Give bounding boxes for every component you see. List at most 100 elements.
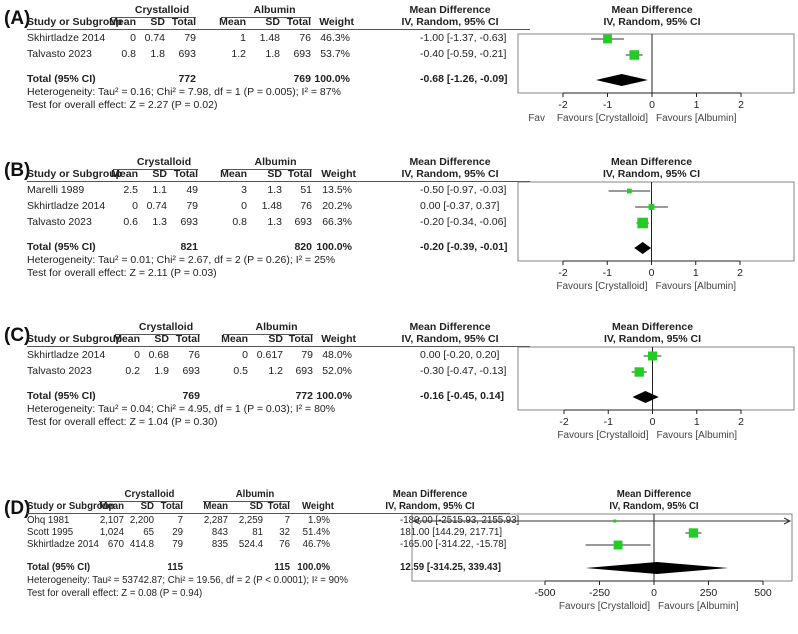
group-rule (221, 17, 311, 18)
study-name: Skhirtladze 2014 (27, 200, 106, 212)
group2-header: Albumin (253, 4, 296, 16)
weight-header: Weight (319, 16, 354, 28)
x-tick-label: 0 (650, 416, 656, 428)
x-tick-label: 2 (738, 416, 744, 428)
cell-total2: 76 (300, 200, 312, 212)
cell-total2: 693 (295, 365, 313, 377)
total-n1: 769 (182, 390, 200, 402)
effect-marker (648, 204, 655, 210)
cell-mean1: 2,107 (99, 515, 124, 526)
pooled-diamond (585, 562, 728, 574)
favours-left-label: Favours [Crystalloid] (557, 430, 648, 441)
cell-sd2: 1.3 (267, 184, 282, 196)
favours-right-label: Favours [Albumin] (656, 113, 737, 124)
cell-mean1: 0 (134, 349, 140, 361)
cell-mean1: 0.8 (121, 48, 136, 60)
group2-header: Albumin (235, 489, 275, 500)
plot-frame (411, 513, 793, 582)
cell-weight: 52.0% (322, 365, 352, 377)
sd-header: SD (154, 333, 169, 345)
study-name: Scott 1995 (27, 527, 74, 538)
study-name: Skhirtladze 2014 (27, 539, 99, 550)
panel-label: (C) (4, 325, 31, 346)
cell-total2: 79 (301, 349, 313, 361)
cell-total1: 79 (172, 539, 183, 550)
study-name: Talvasto 2023 (27, 216, 92, 228)
study-name: Ohq 1981 (27, 515, 70, 526)
mean-header: Mean (113, 333, 140, 345)
md-header: Mean Difference (392, 489, 468, 500)
sd-header: SD (249, 501, 263, 512)
x-tick-label: 1 (694, 99, 700, 111)
panel-label: (D) (4, 498, 31, 519)
total-weight: 100.0% (316, 241, 352, 253)
forest-panel: (A) Crystalloid Albumin Mean Difference IV, … (0, 0, 798, 150)
plot-md-header: Mean Difference (611, 4, 693, 16)
cell-weight: 46.7% (302, 539, 330, 550)
cell-sd2: 81 (252, 527, 263, 538)
cell-mean1: 0.6 (123, 216, 138, 228)
total-ci: 12.59 [-314.25, 339.43] (400, 562, 501, 573)
plot-md-header: Mean Difference (611, 321, 694, 333)
cell-ci: -1.00 [-1.37, -0.63] (420, 32, 507, 44)
effect-marker (647, 351, 658, 361)
heterogeneity-text: Heterogeneity: Tau² = 0.01; Chi² = 2.67,… (27, 254, 336, 266)
sd-header: SD (152, 168, 167, 180)
md-sub-header: IV, Random, 95% CI (401, 16, 499, 28)
plot-md-header: Mean Difference (616, 489, 692, 500)
cell-mean2: 843 (211, 527, 228, 538)
study-name: Talvasto 2023 (27, 48, 92, 60)
md-header: Mean Difference (409, 156, 491, 168)
study-name: Marelli 1989 (27, 184, 85, 196)
cell-ci: 181.00 [144.29, 217.71] (400, 527, 503, 538)
cell-ci: -0.50 [-0.97, -0.03] (420, 184, 507, 196)
cell-weight: 1.9% (307, 515, 330, 526)
cell-total2: 76 (279, 539, 290, 550)
cell-sd2: 1.8 (265, 48, 280, 60)
cell-sd2: 1.2 (268, 365, 283, 377)
pooled-diamond (634, 242, 652, 254)
md-sub-header: IV, Random, 95% CI (401, 168, 499, 180)
favours-left-label: Favours [Crystalloid] (559, 601, 650, 612)
forest-panel: (C) Crystalloid Albumin Mean Difference IV, … (0, 317, 798, 467)
sd-header: SD (140, 501, 154, 512)
favours-right-label: Favours [Albumin] (656, 281, 737, 292)
md-sub-header: IV, Random, 95% CI (385, 501, 475, 512)
cell-total1: 29 (172, 527, 183, 538)
overall-effect-text: Test for overall effect: Z = 1.04 (P = 0… (27, 416, 218, 428)
cell-mean2: 0.5 (233, 365, 248, 377)
effect-marker (613, 519, 617, 523)
mean-header: Mean (99, 501, 124, 512)
cell-sd2: 1.48 (261, 200, 282, 212)
cell-total1: 76 (188, 349, 200, 361)
group-rule (111, 17, 196, 18)
cell-total2: 76 (299, 32, 311, 44)
x-tick-label: -500 (534, 587, 555, 599)
total-row-label: Total (95% CI) (27, 390, 96, 402)
overall-effect-text: Test for overall effect: Z = 0.08 (P = 0… (27, 588, 203, 599)
mean-header: Mean (219, 16, 246, 28)
total-header: Total (173, 168, 198, 180)
total-n2: 115 (274, 562, 290, 573)
panel-label: (B) (4, 160, 31, 181)
cell-weight: 51.4% (302, 527, 330, 538)
forest-panel: (B) Crystalloid Albumin Mean Difference IV, … (0, 152, 798, 302)
cell-sd1: 0.74 (144, 32, 165, 44)
cell-mean2: 835 (211, 539, 228, 550)
cell-sd1: 1.1 (152, 184, 167, 196)
x-tick-label: 0 (649, 99, 655, 111)
md-sub-header: IV, Random, 95% CI (401, 333, 499, 345)
cell-total1: 79 (184, 32, 196, 44)
weight-header: Weight (321, 333, 356, 345)
ci-arrow-left (412, 517, 421, 525)
cell-mean2: 0 (242, 349, 248, 361)
effect-marker (688, 528, 699, 538)
x-tick-label: 500 (754, 587, 772, 599)
heterogeneity-text: Heterogeneity: Tau² = 0.16; Chi² = 7.98,… (27, 86, 341, 98)
forest-plot-svg: -500 -250 0 250 500 Favours [Crystalloid] Favo… (411, 513, 793, 612)
total-n2: 772 (295, 390, 313, 402)
total-n2: 769 (293, 73, 311, 85)
cell-mean1: 2.5 (123, 184, 138, 196)
study-name: Skhirtladze 2014 (27, 349, 106, 361)
x-tick-label: 2 (738, 99, 744, 111)
